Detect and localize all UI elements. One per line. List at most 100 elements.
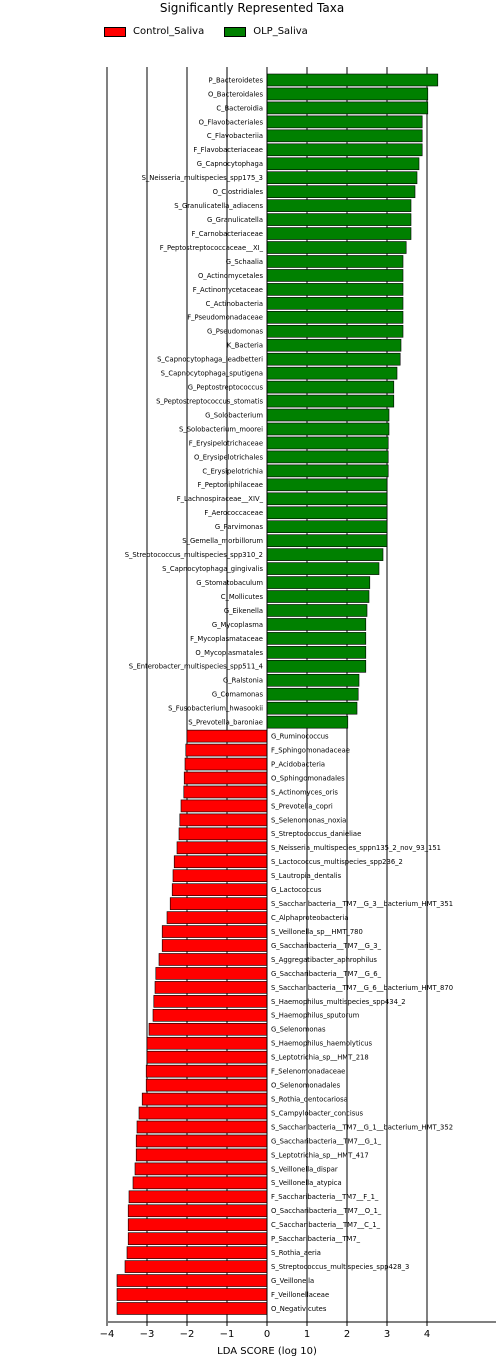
bar-label: G_Lactococcus	[271, 886, 322, 894]
bar	[134, 1162, 268, 1176]
legend-item-control: Control_Saliva	[104, 26, 204, 37]
bar-label: G_Schaalia	[226, 258, 263, 266]
bar	[266, 715, 349, 729]
bar	[127, 1232, 268, 1245]
x-tick-label: 2	[344, 1329, 350, 1340]
bar	[266, 506, 388, 520]
bar	[266, 255, 404, 268]
bar-label: S_Veillonella_atypica	[271, 1179, 342, 1187]
bar	[266, 464, 389, 478]
bar-label: F_Actinomycetaceae	[193, 286, 263, 294]
bar-label: F_Lachnospiraceae__XIV_	[177, 495, 264, 503]
bar	[266, 548, 384, 561]
bar	[266, 520, 388, 534]
bar-label: S_Actinomyces_oris	[271, 788, 338, 796]
bar	[116, 1274, 268, 1287]
bar	[266, 283, 404, 296]
bar-label: G_Saccharibacteria__TM7__G_1_	[271, 1137, 382, 1145]
bar	[266, 157, 420, 171]
bar-label: P_Acidobacteria	[271, 760, 325, 768]
bar	[266, 576, 371, 589]
bar	[266, 87, 429, 101]
x-tick-label: −2	[180, 1329, 195, 1340]
x-tick-label: −3	[140, 1329, 155, 1340]
bar-label: G_Saccharibacteria__TM7__G_3_	[271, 942, 382, 950]
bar	[266, 115, 423, 129]
bar	[266, 129, 423, 143]
bar	[266, 213, 412, 226]
bar-label: F_Erysipelotrichaceae	[189, 439, 263, 447]
bar	[145, 1078, 268, 1092]
bar	[266, 73, 439, 87]
legend-swatch-control	[104, 26, 126, 37]
bar-label: O_Sphingomonadales	[271, 774, 345, 782]
bar-label: G_Selenomonas	[271, 1026, 326, 1034]
legend-swatch-olp	[224, 26, 247, 37]
bar	[184, 757, 268, 771]
bar	[266, 632, 367, 645]
bar-label: P_Saccharibacteria__TM7_	[271, 1235, 361, 1243]
bar-label: C_Alphaproteobacteria	[271, 914, 349, 922]
bar-label: S_Rothia_dentocariosa	[271, 1095, 348, 1103]
chart-title: Significantly Represented Taxa	[159, 1, 345, 15]
bar-label: O_Negativicutes	[271, 1305, 327, 1313]
bar-label: G_Veillonella	[271, 1277, 314, 1285]
bar-label: S_Enterobacter_multispecies_spp511_4	[129, 663, 263, 671]
bar-label: S_Streptococcus_multispecies_spp310_2	[125, 551, 263, 559]
bar-label: F_Veillonellaceae	[271, 1291, 329, 1299]
legend: Control_Saliva OLP_Saliva	[104, 26, 328, 37]
bar	[266, 687, 359, 701]
bar	[266, 646, 367, 659]
bar-label: S_Gemella_morbillorum	[182, 537, 263, 545]
bar	[266, 241, 407, 254]
bar-label: C_Mollicutes	[221, 593, 264, 601]
bar-label: S_Rothia_aeria	[271, 1249, 321, 1257]
bar	[152, 1009, 268, 1022]
bar-label: S_Peptostreptococcus_stomatis	[156, 397, 263, 405]
bar	[146, 1050, 268, 1064]
bar-label: G_Eikenella	[224, 607, 263, 615]
bar-label: G_Solobacterium	[205, 411, 263, 419]
bar-label: S_Saccharibacteria__TM7__G_3__bacterium_…	[271, 900, 453, 908]
bar	[266, 143, 423, 157]
bar	[183, 771, 268, 785]
bar	[155, 967, 268, 980]
bar-label: S_Streptococcus_danieliae	[271, 830, 361, 838]
x-tick-label: 0	[264, 1329, 270, 1340]
bar	[180, 799, 268, 813]
x-axis-label: LDA SCORE (log 10)	[217, 1346, 317, 1357]
bar-label: F_Pseudomonadaceae	[187, 314, 263, 322]
bar	[166, 911, 268, 924]
bar-label: O_Erysipelotrichales	[194, 453, 263, 461]
bar-label: S_Fusobacterium_hwasookii	[168, 705, 263, 713]
bar	[266, 534, 388, 547]
bar	[141, 1092, 268, 1106]
bar-label: S_Haemophilus_sputorum	[271, 1012, 360, 1020]
bar	[161, 925, 268, 938]
bar	[136, 1120, 268, 1134]
bar-label: G_Saccharibacteria__TM7__G_6_	[271, 970, 382, 978]
bar	[158, 953, 268, 966]
bar	[179, 813, 268, 827]
bar	[266, 338, 402, 352]
bar	[266, 618, 367, 631]
bar-label: S_Capnocytophaga_leadbetteri	[157, 356, 263, 364]
x-tick-label: 3	[384, 1329, 390, 1340]
bar	[161, 939, 268, 952]
bar-label: G_Ralstonia	[223, 677, 263, 685]
bar	[186, 729, 268, 743]
bar-label: O_Mycoplasmatales	[195, 649, 263, 657]
bar	[135, 1148, 268, 1162]
bar	[135, 1134, 268, 1148]
bar	[169, 897, 268, 910]
bar	[124, 1260, 268, 1273]
bar	[178, 827, 268, 841]
bar	[266, 394, 395, 408]
bar	[266, 673, 360, 687]
bar-label: G_Parvimonas	[215, 523, 264, 531]
bar-label: S_Leptotrichia_sp__HMT_417	[271, 1151, 369, 1159]
bar-label: P_Bacteroidetes	[209, 76, 264, 84]
bar	[116, 1302, 268, 1315]
bar	[153, 995, 268, 1008]
